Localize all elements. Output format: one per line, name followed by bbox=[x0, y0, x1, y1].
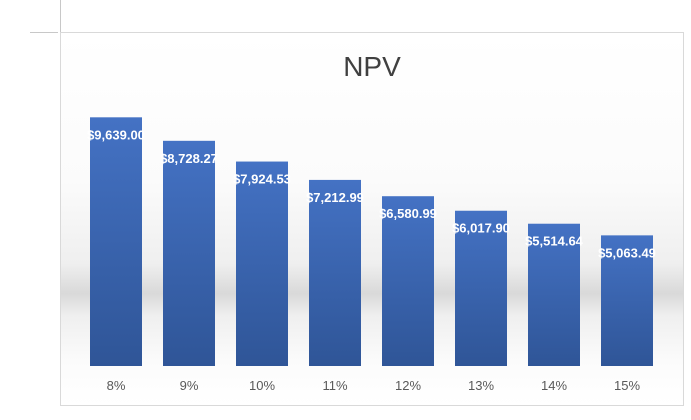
bar-10%[interactable] bbox=[236, 161, 288, 366]
bar-8%[interactable] bbox=[90, 117, 142, 366]
data-label-9%: $8,728.27 bbox=[160, 151, 218, 166]
bar-chart-svg: $9,639.00 8% $8,728.27 9% $7,924.53 10% $7,212… bbox=[87, 117, 656, 393]
chart-area[interactable]: NPV $9,639.00 8% $8,728.27 9% $7,924.53 10% $7… bbox=[60, 32, 684, 406]
data-label-11%: $7,212.99 bbox=[306, 190, 364, 205]
bar-9%[interactable] bbox=[163, 140, 215, 366]
sheet-gridline-vertical bbox=[60, 0, 61, 32]
x-tick-label-10%: 10% bbox=[249, 378, 275, 393]
bar-11%[interactable] bbox=[309, 179, 361, 366]
sheet-gridline-horizontal bbox=[30, 32, 58, 33]
data-label-10%: $7,924.53 bbox=[233, 172, 291, 187]
data-label-13%: $6,017.90 bbox=[452, 221, 510, 236]
bar-12%[interactable] bbox=[382, 196, 434, 366]
bar-13%[interactable] bbox=[455, 210, 507, 366]
x-tick-label-8%: 8% bbox=[107, 378, 126, 393]
x-tick-label-14%: 14% bbox=[541, 378, 567, 393]
data-label-14%: $5,514.64 bbox=[525, 234, 584, 249]
x-tick-label-13%: 13% bbox=[468, 378, 494, 393]
data-label-15%: $5,063.49 bbox=[598, 245, 656, 260]
bar-15%[interactable] bbox=[601, 235, 653, 366]
chart-title: NPV bbox=[343, 51, 401, 82]
x-tick-label-9%: 9% bbox=[180, 378, 199, 393]
bar-14%[interactable] bbox=[528, 223, 580, 366]
data-label-8%: $9,639.00 bbox=[87, 127, 145, 142]
x-tick-label-15%: 15% bbox=[614, 378, 640, 393]
x-tick-label-11%: 11% bbox=[322, 378, 347, 393]
x-tick-label-12%: 12% bbox=[395, 378, 421, 393]
data-label-12%: $6,580.99 bbox=[379, 206, 437, 221]
